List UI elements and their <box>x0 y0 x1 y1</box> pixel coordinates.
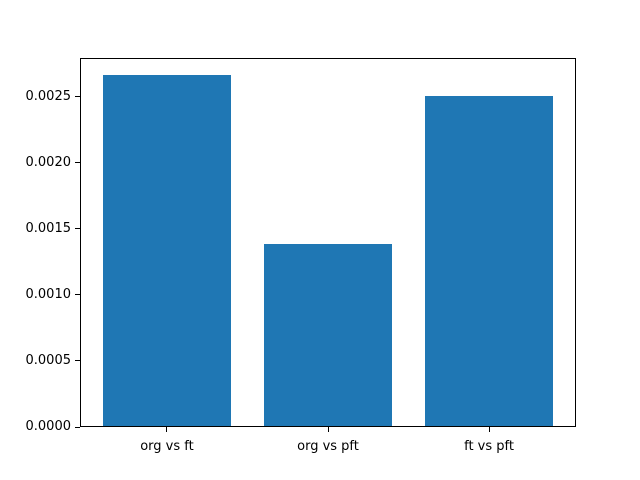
bar <box>424 95 554 426</box>
y-tick-label: 0.0005 <box>25 352 72 368</box>
x-tick-mark <box>488 427 490 432</box>
y-tick-mark <box>75 228 80 230</box>
y-tick-label: 0.0015 <box>25 220 72 236</box>
x-tick-label: ft vs pft <box>464 439 514 454</box>
bar <box>263 243 393 426</box>
y-tick-mark <box>75 426 80 428</box>
bar <box>102 74 232 426</box>
x-tick-label: org vs pft <box>297 439 359 454</box>
plot-area <box>80 58 576 427</box>
x-tick-mark <box>166 427 168 432</box>
x-tick-mark <box>327 427 329 432</box>
y-tick-mark <box>75 96 80 98</box>
y-tick-mark <box>75 294 80 296</box>
y-tick-mark <box>75 360 80 362</box>
y-tick-label: 0.0010 <box>25 286 72 302</box>
y-tick-label: 0.0025 <box>25 88 72 104</box>
y-tick-label: 0.0020 <box>25 154 72 170</box>
y-tick-label: 0.0000 <box>25 419 72 434</box>
x-tick-label: org vs ft <box>140 439 194 454</box>
y-tick-mark <box>75 162 80 164</box>
